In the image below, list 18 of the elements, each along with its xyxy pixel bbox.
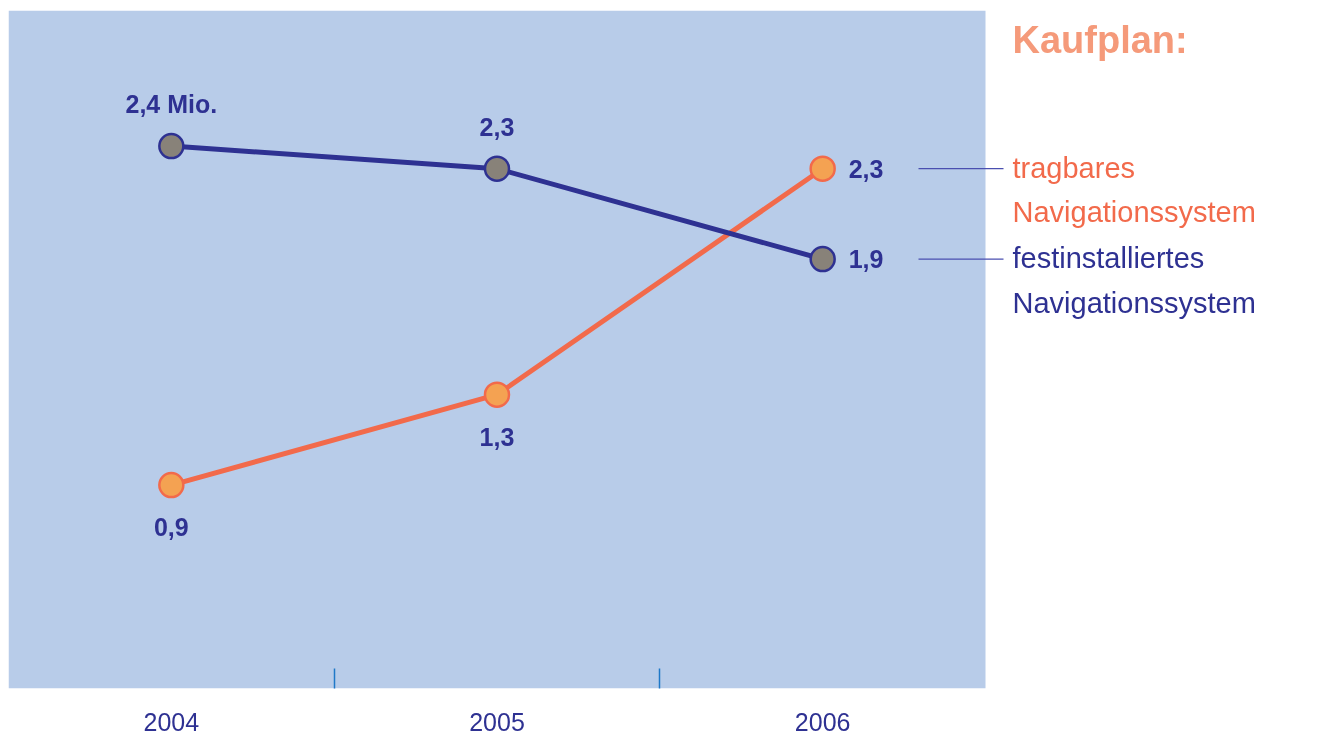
data-label: 1,9: [848, 245, 884, 274]
text: tragbares Navigationssystem: [1012, 151, 1256, 229]
point: [809, 155, 836, 182]
point: [158, 471, 185, 499]
point: [483, 381, 511, 408]
data-label: 0,9: [153, 513, 189, 542]
data-label: 2,3: [479, 112, 515, 141]
point: [483, 155, 511, 182]
x-tick-label: 2005: [469, 707, 525, 736]
x-tick-label: 2004: [143, 707, 200, 736]
point: [158, 132, 185, 160]
data-label: 1,3: [479, 422, 515, 451]
x-tick-label: 2006: [794, 707, 851, 736]
point: [809, 245, 836, 273]
data-label: 2,3: [848, 154, 884, 183]
text: Kaufplan:: [1012, 18, 1188, 61]
text: festinstalliertes Navigationssystem: [1012, 242, 1256, 319]
data-label: 2,4 Mio.: [125, 90, 218, 119]
